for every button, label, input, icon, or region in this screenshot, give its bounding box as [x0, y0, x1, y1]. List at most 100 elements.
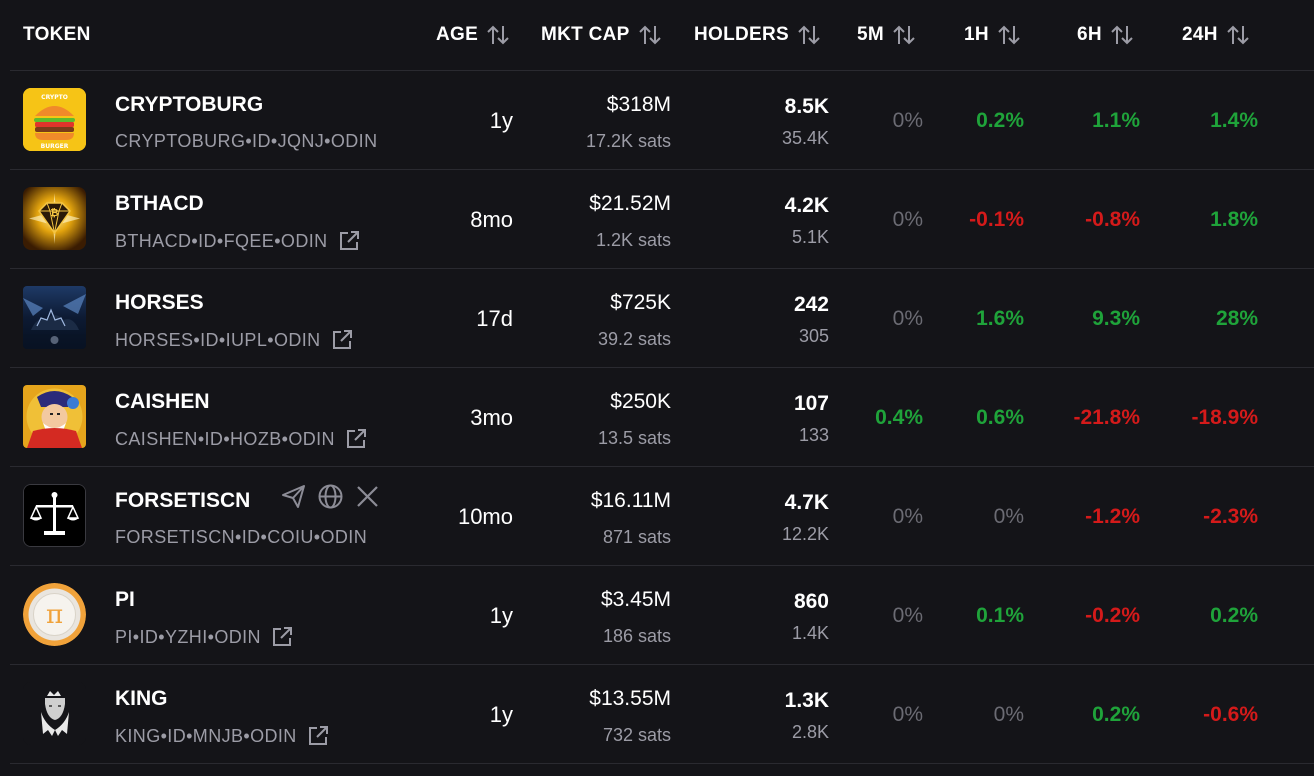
change-5m: 0% [892, 703, 923, 726]
external-link-icon[interactable] [345, 428, 367, 450]
market-cap: $318M [606, 93, 671, 116]
divider [10, 565, 1314, 566]
change-5m: 0.4% [875, 406, 923, 429]
external-link-icon[interactable] [331, 329, 353, 351]
burger-logo: CRYPTO BURGER [23, 88, 86, 151]
change-5m: 0% [892, 505, 923, 528]
token-age: 1y [489, 603, 513, 628]
token-id: PI•ID•YZHI•ODIN [115, 626, 293, 648]
globe-icon[interactable] [317, 483, 344, 510]
change-1h: 0% [993, 703, 1024, 726]
change-24h: -2.3% [1203, 505, 1258, 528]
holders-count: 107 [793, 392, 829, 415]
market-cap: $16.11M [590, 489, 671, 512]
sort-icon[interactable] [1226, 24, 1250, 46]
market-cap: $3.45M [600, 588, 671, 611]
change-6h: 1.1% [1092, 109, 1140, 132]
col-6h[interactable]: 6H [1077, 22, 1134, 48]
col-age-label: AGE [436, 24, 479, 45]
price-sats: 39.2 sats [597, 329, 671, 349]
token-name[interactable]: CAISHEN [115, 390, 210, 413]
price-sats: 13.5 sats [597, 428, 671, 448]
sort-icon[interactable] [486, 24, 510, 46]
table-row[interactable]: HORSES HORSES•ID•IUPL•ODIN 17d $725K 39.… [0, 269, 1314, 367]
market-cap: $250K [610, 390, 671, 413]
change-6h: -0.8% [1085, 208, 1140, 231]
telegram-icon[interactable] [280, 483, 307, 510]
token-age: 1y [489, 108, 513, 133]
market-cap: $21.52M [589, 192, 671, 215]
token-name[interactable]: KING [115, 687, 168, 710]
token-name[interactable]: FORSETISCN [115, 489, 251, 512]
change-5m: 0% [892, 604, 923, 627]
holders-count: 4.7K [784, 491, 829, 514]
divider [10, 169, 1314, 170]
token-id-text: CRYPTOBURG•ID•JQNJ•ODIN [115, 131, 378, 151]
token-age: 17d [476, 306, 513, 331]
change-5m: 0% [892, 208, 923, 231]
change-24h: 28% [1215, 307, 1258, 330]
scales-logo [23, 484, 86, 547]
token-id: CAISHEN•ID•HOZB•ODIN [115, 428, 367, 450]
sort-icon[interactable] [797, 24, 821, 46]
table-row[interactable]: CRYPTO BURGER CRYPTOBURG CRYPTOBURG•ID•J… [0, 71, 1314, 169]
change-6h: 0.2% [1092, 703, 1140, 726]
table-row[interactable]: KING KING•ID•MNJB•ODIN 1y $13.55M 732 sa… [0, 665, 1314, 763]
table-row[interactable]: ₿ BTHACD BTHACD•ID•FQEE•ODIN 8mo $21.52M… [0, 170, 1314, 268]
change-6h: -21.8% [1073, 406, 1140, 429]
table-row[interactable]: π PI PI•ID•YZHI•ODIN 1y $3.45M 186 sats … [0, 566, 1314, 664]
sort-icon[interactable] [892, 24, 916, 46]
price-sats: 732 sats [602, 725, 671, 745]
col-1h[interactable]: 1H [964, 22, 1021, 48]
external-link-icon[interactable] [271, 626, 293, 648]
holders-sub: 5.1K [791, 227, 829, 247]
token-id: HORSES•ID•IUPL•ODIN [115, 329, 353, 351]
col-mktcap-label: MKT CAP [541, 24, 630, 45]
token-id-text: CAISHEN•ID•HOZB•ODIN [115, 428, 335, 449]
token-age: 3mo [470, 405, 513, 430]
external-link-icon[interactable] [338, 230, 360, 252]
col-5m-label: 5M [857, 24, 884, 45]
token-name[interactable]: HORSES [115, 291, 204, 314]
sort-icon[interactable] [1110, 24, 1134, 46]
market-cap: $13.55M [589, 687, 671, 710]
sort-icon[interactable] [638, 24, 662, 46]
divider [10, 70, 1314, 71]
diamond-bitcoin-logo: ₿ [23, 187, 86, 250]
holders-sub: 1.4K [791, 623, 829, 643]
col-token[interactable]: TOKEN [23, 22, 91, 48]
x-twitter-icon[interactable] [354, 483, 381, 510]
holders-count: 242 [793, 293, 829, 316]
token-id-text: HORSES•ID•IUPL•ODIN [115, 329, 321, 350]
sort-icon[interactable] [997, 24, 1021, 46]
token-name[interactable]: CRYPTOBURG [115, 93, 264, 116]
holders-sub: 35.4K [781, 128, 829, 148]
table-row[interactable]: FORSETISCN FORSETISCN•ID•COIU•ODIN 10mo … [0, 467, 1314, 565]
change-1h: 0.6% [976, 406, 1024, 429]
change-6h: -1.2% [1085, 505, 1140, 528]
change-6h: 9.3% [1092, 307, 1140, 330]
divider [10, 268, 1314, 269]
holders-sub: 12.2K [781, 524, 829, 544]
token-name[interactable]: BTHACD [115, 192, 204, 215]
change-1h: 1.6% [976, 307, 1024, 330]
external-link-icon[interactable] [307, 725, 329, 747]
col-24h[interactable]: 24H [1182, 22, 1250, 48]
col-24h-label: 24H [1182, 24, 1218, 45]
token-name[interactable]: PI [115, 588, 135, 611]
table-row[interactable]: CAISHEN CAISHEN•ID•HOZB•ODIN 3mo $250K 1… [0, 368, 1314, 466]
col-mktcap[interactable]: MKT CAP [541, 22, 662, 48]
col-5m[interactable]: 5M [857, 22, 916, 48]
change-24h: 0.2% [1210, 604, 1258, 627]
change-1h: 0.2% [976, 109, 1024, 132]
svg-text:π: π [46, 600, 63, 630]
col-age[interactable]: AGE [436, 22, 510, 48]
change-24h: -18.9% [1191, 406, 1258, 429]
col-holders[interactable]: HOLDERS [694, 22, 821, 48]
table-header: TOKEN AGE MKT CAP HOLDERS 5M 1H 6H 24H [0, 0, 1314, 70]
change-6h: -0.2% [1085, 604, 1140, 627]
svg-text:₿: ₿ [50, 207, 58, 219]
change-5m: 0% [892, 109, 923, 132]
svg-text:CRYPTO: CRYPTO [41, 94, 68, 101]
